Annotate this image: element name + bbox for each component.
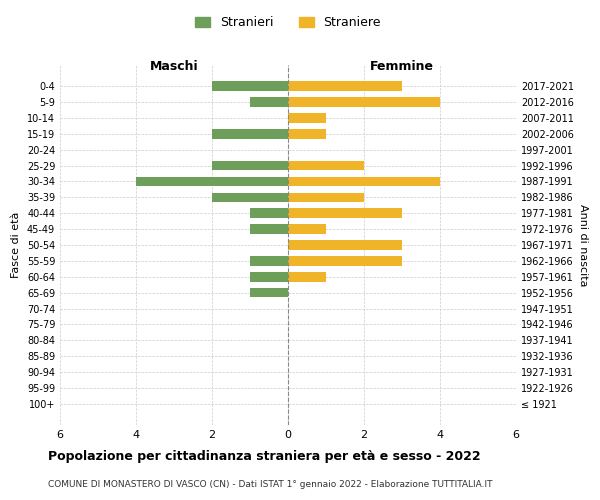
Bar	[288, 256, 402, 266]
Bar	[288, 208, 402, 218]
Bar	[288, 161, 364, 170]
Bar	[288, 192, 364, 202]
Bar	[250, 224, 288, 234]
Bar	[250, 256, 288, 266]
Bar	[250, 98, 288, 107]
Text: Femmine: Femmine	[370, 60, 434, 74]
Legend: Stranieri, Straniere: Stranieri, Straniere	[190, 11, 386, 34]
Bar	[288, 129, 326, 138]
Bar	[212, 129, 288, 138]
Bar	[136, 176, 288, 186]
Bar	[212, 82, 288, 91]
Bar	[250, 272, 288, 281]
Bar	[250, 288, 288, 298]
Bar	[212, 192, 288, 202]
Text: COMUNE DI MONASTERO DI VASCO (CN) - Dati ISTAT 1° gennaio 2022 - Elaborazione TU: COMUNE DI MONASTERO DI VASCO (CN) - Dati…	[48, 480, 493, 489]
Bar	[288, 113, 326, 122]
Y-axis label: Anni di nascita: Anni di nascita	[578, 204, 588, 286]
Bar	[288, 272, 326, 281]
Bar	[288, 82, 402, 91]
Bar	[288, 176, 440, 186]
Text: Popolazione per cittadinanza straniera per età e sesso - 2022: Popolazione per cittadinanza straniera p…	[48, 450, 481, 463]
Y-axis label: Fasce di età: Fasce di età	[11, 212, 21, 278]
Bar	[288, 224, 326, 234]
Bar	[288, 240, 402, 250]
Text: Maschi: Maschi	[149, 60, 199, 74]
Bar	[250, 208, 288, 218]
Bar	[288, 98, 440, 107]
Bar	[212, 161, 288, 170]
